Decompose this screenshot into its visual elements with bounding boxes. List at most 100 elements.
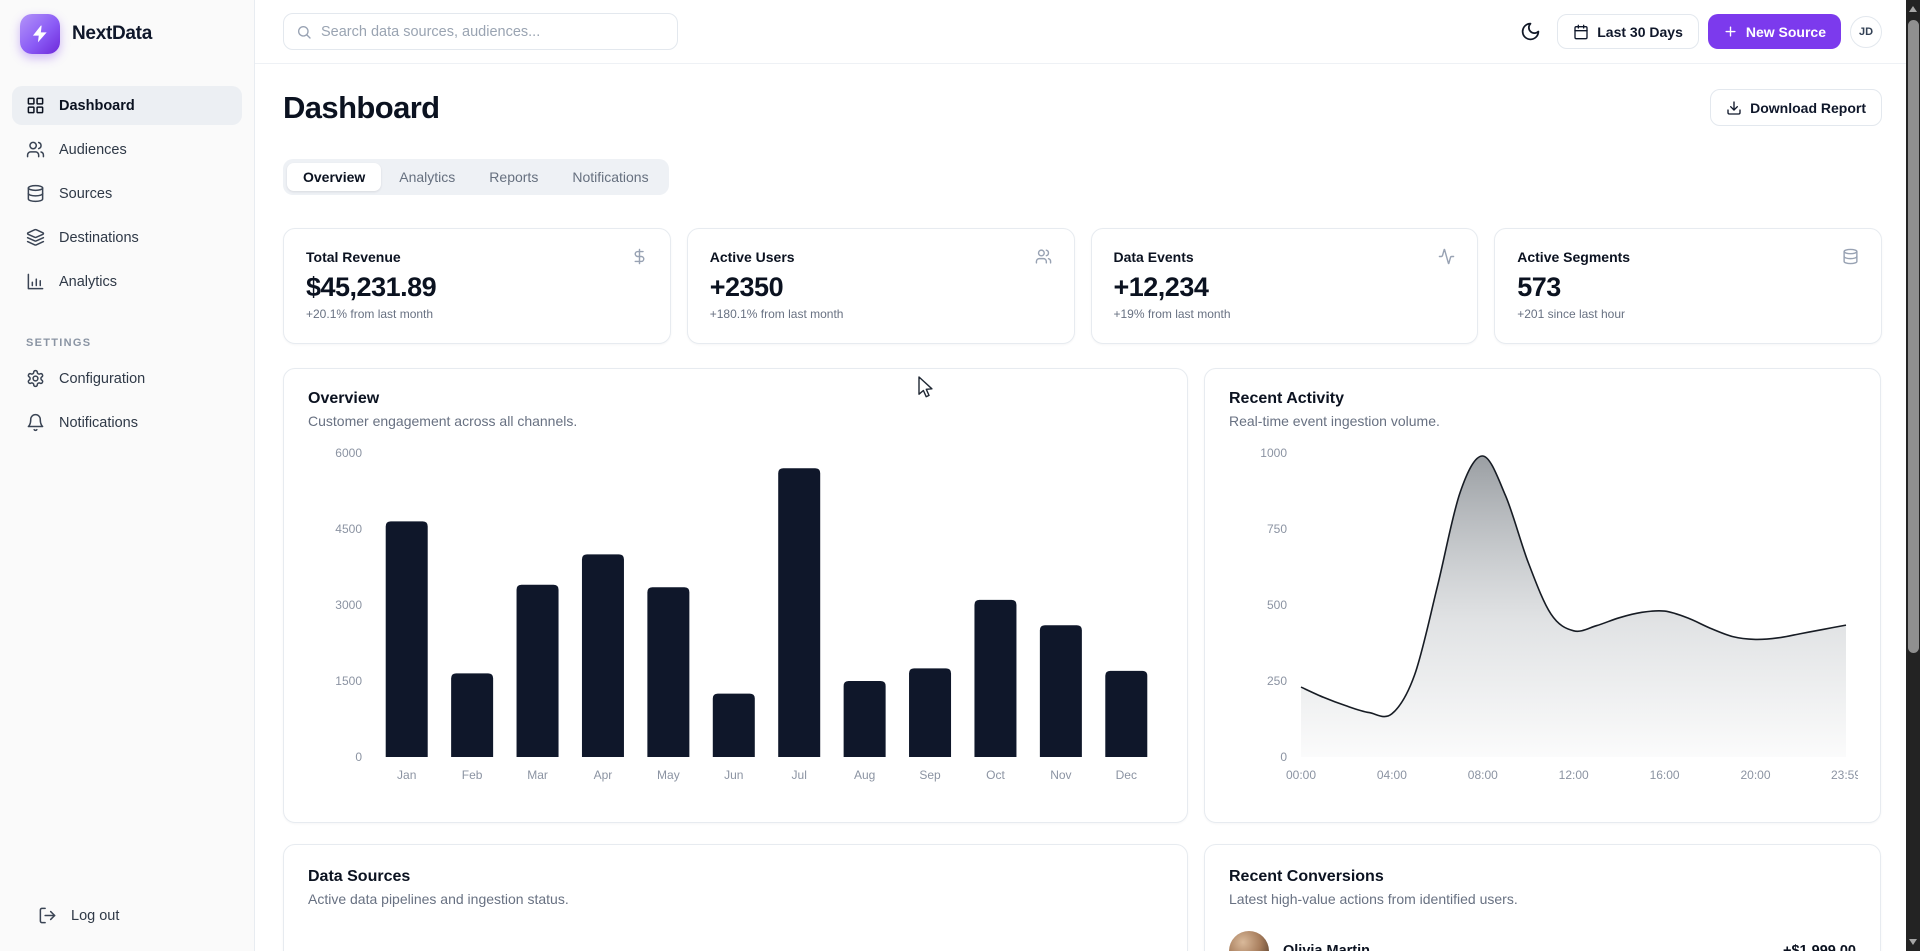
chart-subtitle: Real-time event ingestion volume. [1229, 413, 1440, 429]
svg-text:23:59: 23:59 [1831, 768, 1858, 782]
scrollbar-up-arrow[interactable] [1909, 6, 1917, 12]
new-source-button[interactable]: New Source [1707, 14, 1841, 49]
download-report-button[interactable]: Download Report [1710, 89, 1882, 126]
topbar-actions: Last 30 Days New Source JD [1512, 14, 1882, 50]
chart-subtitle: Customer engagement across all channels. [308, 413, 578, 429]
card-title: Data Sources [308, 868, 411, 885]
bell-icon [27, 413, 44, 432]
tab-notifications[interactable]: Notifications [556, 163, 664, 191]
sidebar-item-label: Sources [59, 185, 113, 202]
lightning-bolt-icon [32, 25, 47, 43]
svg-text:6000: 6000 [335, 446, 362, 460]
search-icon [298, 25, 311, 39]
brand: NextData [0, 0, 254, 54]
data-sources-card: Data Sources Active data pipelines and i… [283, 844, 1188, 951]
main-content: Dashboard Download Report Overview Analy… [255, 64, 1906, 951]
stat-card-data-events: Data Events +12,234 +19% from last month [1090, 228, 1479, 344]
sidebar: NextData Dashboard Audiences Sources Des… [0, 0, 255, 951]
stat-title: Active Users [709, 248, 795, 265]
svg-text:Apr: Apr [594, 768, 613, 782]
database-icon [27, 184, 44, 203]
sidebar-item-dashboard[interactable]: Dashboard [12, 86, 242, 125]
layers-icon [26, 228, 45, 246]
sidebar-item-destinations[interactable]: Destinations [12, 218, 242, 257]
svg-text:Mar: Mar [527, 768, 548, 782]
search-box [283, 13, 678, 50]
user-avatar[interactable]: JD [1850, 15, 1882, 48]
logout-label: Log out [71, 907, 120, 924]
svg-text:750: 750 [1267, 522, 1287, 536]
tab-analytics[interactable]: Analytics [383, 163, 471, 191]
sidebar-item-audiences[interactable]: Audiences [12, 130, 242, 169]
users-icon [1035, 249, 1051, 264]
sidebar-item-label: Dashboard [59, 97, 135, 114]
svg-text:12:00: 12:00 [1559, 768, 1589, 782]
stat-value: +2350 [709, 272, 784, 302]
brand-logo [20, 14, 60, 54]
sidebar-item-sources[interactable]: Sources [12, 174, 242, 213]
logout-button[interactable]: Log out [24, 896, 231, 935]
svg-text:20:00: 20:00 [1740, 768, 1770, 782]
svg-text:4500: 4500 [335, 522, 362, 536]
sidebar-item-analytics[interactable]: Analytics [12, 262, 242, 301]
svg-text:16:00: 16:00 [1650, 768, 1680, 782]
scrollbar-down-arrow[interactable] [1909, 939, 1917, 945]
stat-title: Total Revenue [306, 248, 401, 265]
stat-delta: +201 since last hour [1517, 307, 1625, 321]
svg-text:May: May [657, 768, 680, 782]
activity-area-chart: 0 250 500 750 1000 00:00 04:00 08:00 12:00 16:00 2… [1229, 441, 1858, 793]
svg-text:Oct: Oct [986, 768, 1005, 782]
charts-row: Overview Customer engagement across all … [283, 368, 1882, 823]
brand-name: NextData [72, 23, 152, 44]
svg-text:1000: 1000 [1260, 446, 1287, 460]
overview-bar-chart: 0 1500 3000 4500 6000 Jan Feb Mar Apr May Jun Jul Au… [308, 441, 1163, 793]
stat-card-active-segments: Active Segments 573 +201 since last hour [1494, 228, 1882, 344]
card-subtitle: Latest high-value actions from identifie… [1229, 891, 1518, 907]
sidebar-item-label: Analytics [59, 273, 118, 290]
stat-delta: +20.1% from last month [306, 307, 434, 321]
sidebar-item-label: Configuration [59, 370, 146, 387]
theme-toggle-button[interactable] [1512, 14, 1548, 50]
sidebar-settings-nav: Configuration Notifications [0, 359, 254, 442]
tab-overview[interactable]: Overview [287, 163, 382, 191]
svg-text:00:00: 00:00 [1286, 768, 1316, 782]
svg-text:1500: 1500 [335, 674, 362, 688]
date-range-button[interactable]: Last 30 Days [1557, 14, 1699, 49]
stat-cards-row: Total Revenue $45,231.89 +20.1% from las… [283, 228, 1882, 344]
svg-text:Dec: Dec [1116, 768, 1137, 782]
bar-chart-icon [27, 273, 44, 290]
sidebar-item-configuration[interactable]: Configuration [12, 359, 242, 398]
svg-text:Jun: Jun [724, 768, 743, 782]
recent-conversions-card: Recent Conversions Latest high-value act… [1204, 844, 1881, 951]
sidebar-item-label: Notifications [59, 414, 138, 431]
svg-text:Sep: Sep [919, 768, 941, 782]
topbar: Last 30 Days New Source JD [255, 0, 1906, 64]
date-range-label: Last 30 Days [1597, 23, 1683, 40]
activity-chart-card: Recent Activity Real-time event ingestio… [1204, 368, 1881, 823]
plus-icon [1725, 26, 1736, 37]
overview-chart-card: Overview Customer engagement across all … [283, 368, 1188, 823]
moon-icon [1521, 22, 1539, 41]
svg-text:500: 500 [1267, 598, 1287, 612]
page-header: Dashboard Download Report [283, 89, 1882, 126]
page-title: Dashboard [283, 89, 440, 125]
sidebar-item-notifications[interactable]: Notifications [12, 403, 242, 442]
scrollbar-thumb[interactable] [1907, 20, 1919, 653]
stat-title: Active Segments [1517, 248, 1631, 265]
gear-icon [27, 369, 44, 388]
svg-text:04:00: 04:00 [1377, 768, 1407, 782]
svg-text:Jul: Jul [792, 768, 807, 782]
stat-delta: +19% from last month [1113, 307, 1231, 321]
search-input[interactable] [321, 23, 665, 40]
stat-value: $45,231.89 [306, 272, 437, 302]
stat-card-active-users: Active Users +2350 +180.1% from last mon… [686, 228, 1075, 344]
stat-title: Data Events [1113, 248, 1194, 265]
page-scrollbar[interactable] [1906, 0, 1920, 951]
svg-text:Nov: Nov [1050, 768, 1071, 782]
svg-text:Feb: Feb [462, 768, 483, 782]
tab-reports[interactable]: Reports [473, 163, 554, 191]
sidebar-footer: Log out [12, 896, 243, 935]
download-report-label: Download Report [1750, 99, 1866, 116]
tab-bar: Overview Analytics Reports Notifications [283, 159, 669, 195]
